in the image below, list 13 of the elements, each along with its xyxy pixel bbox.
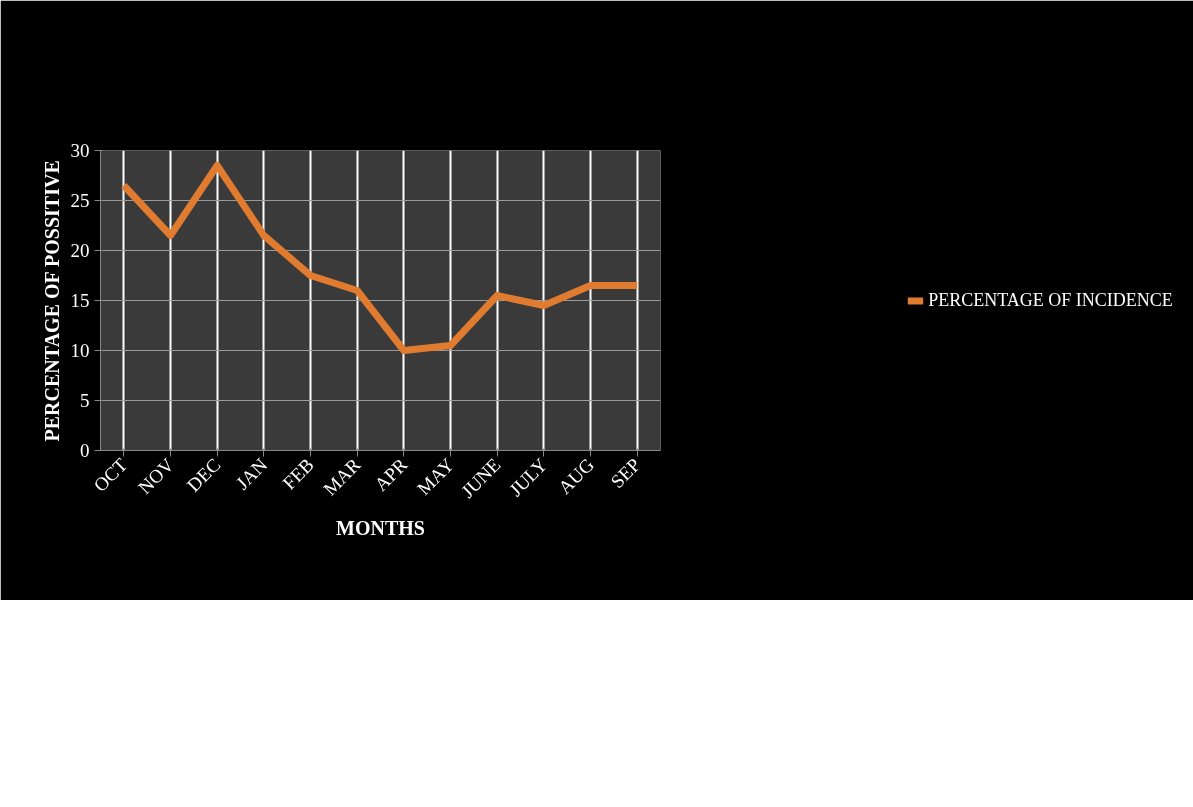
legend-label: PERCENTAGE OF INCIDENCE bbox=[928, 289, 1173, 311]
y-tick-label: 25 bbox=[70, 190, 90, 211]
y-tick-label: 30 bbox=[70, 140, 90, 161]
y-tick-label: 0 bbox=[80, 440, 90, 461]
y-axis-title: PERCENTAGE OF POSSITIVE bbox=[40, 160, 63, 442]
x-tick-label: APR bbox=[370, 453, 412, 496]
x-axis-title: MONTHS bbox=[336, 517, 425, 540]
y-tick-label: 10 bbox=[70, 340, 90, 361]
y-tick-label: 15 bbox=[70, 290, 90, 311]
x-tick-label: FEB bbox=[278, 454, 318, 494]
x-tick-label: SEP bbox=[606, 454, 645, 493]
y-tick-label: 5 bbox=[80, 390, 90, 411]
y-tick-label: 20 bbox=[70, 240, 90, 261]
